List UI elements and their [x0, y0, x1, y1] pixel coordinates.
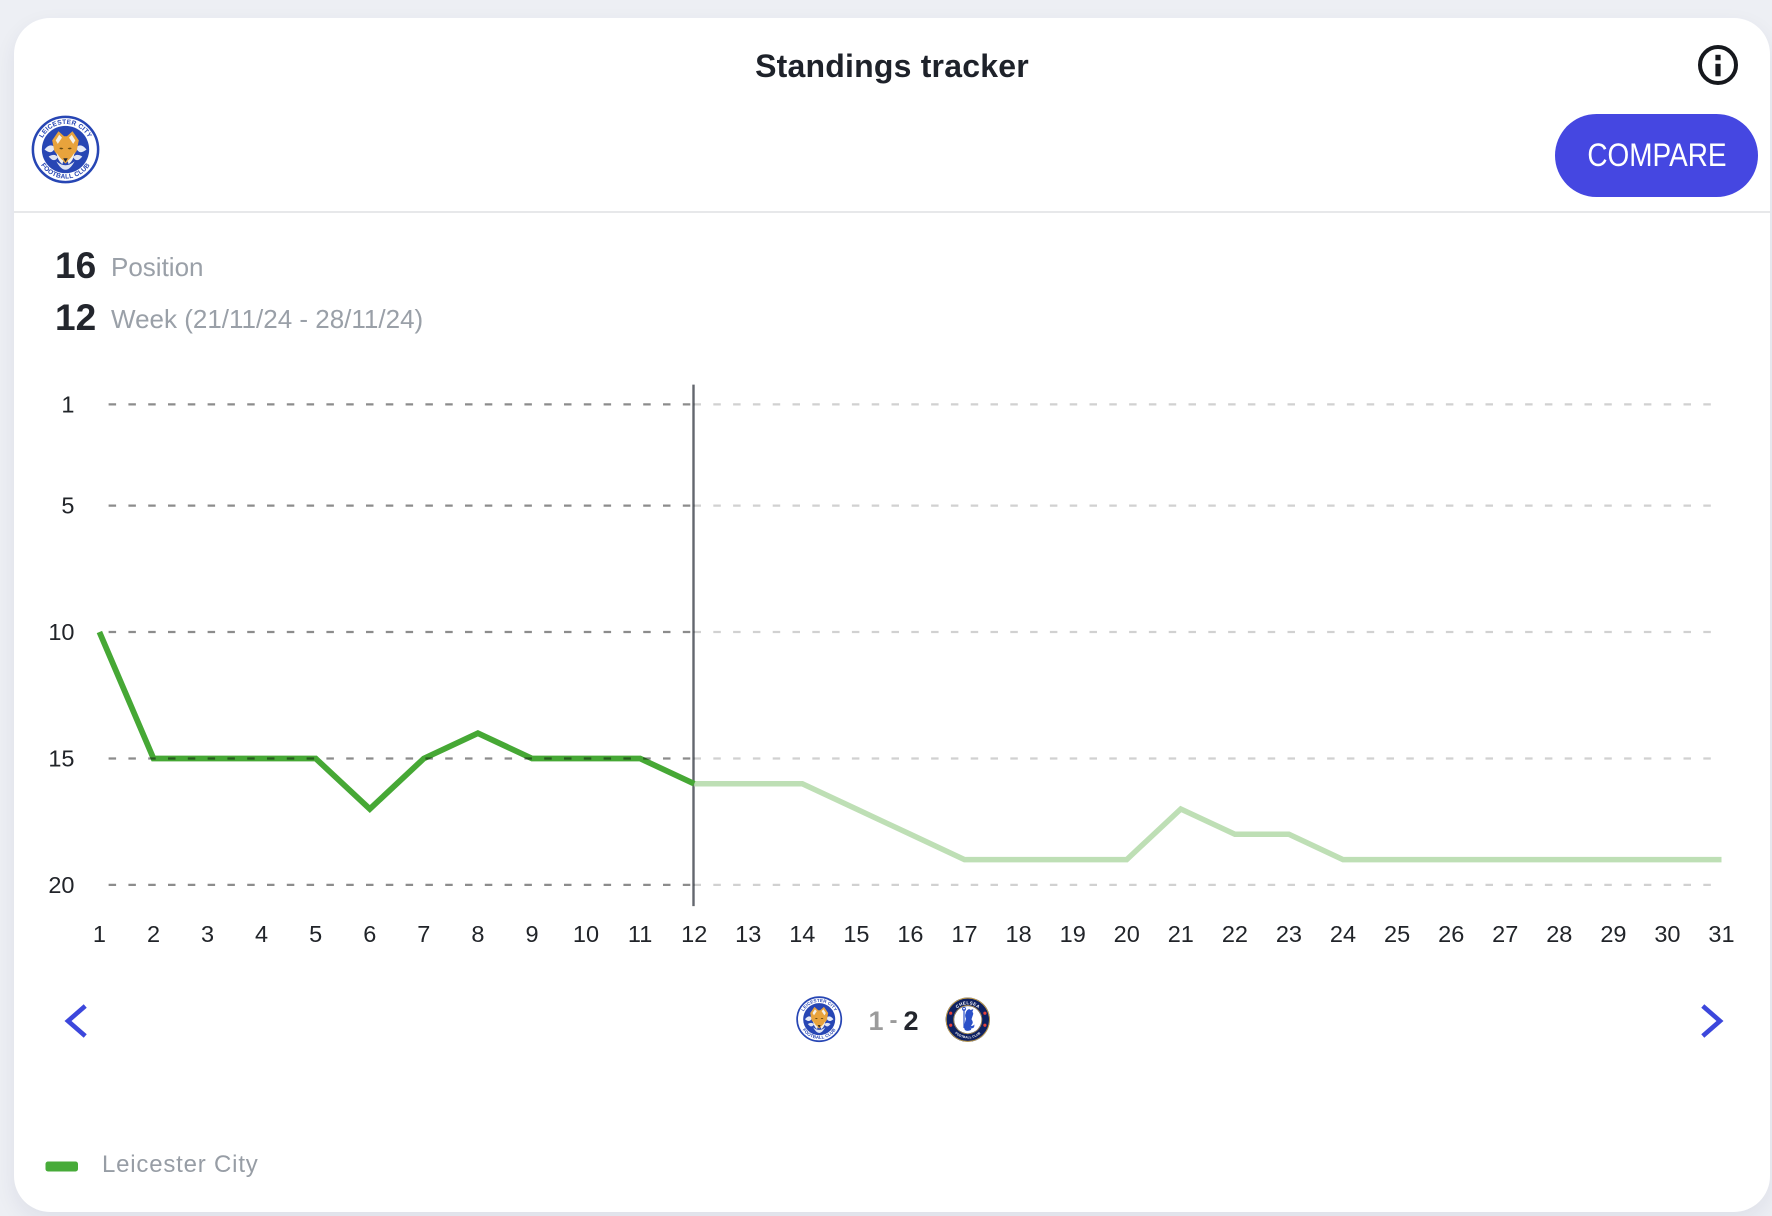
svg-text:27: 27: [1492, 921, 1518, 947]
svg-text:3: 3: [201, 921, 214, 947]
svg-text:1: 1: [93, 921, 106, 947]
svg-text:-: -: [890, 1007, 898, 1034]
svg-text:2: 2: [903, 1006, 918, 1036]
svg-text:20: 20: [1114, 921, 1140, 947]
svg-text:23: 23: [1276, 921, 1302, 947]
svg-text:15: 15: [48, 746, 74, 772]
svg-text:9: 9: [525, 921, 538, 947]
svg-text:8: 8: [471, 921, 484, 947]
svg-text:5: 5: [309, 921, 322, 947]
svg-text:25: 25: [1384, 921, 1410, 947]
svg-text:24: 24: [1330, 921, 1356, 947]
svg-text:11: 11: [628, 921, 652, 947]
svg-text:17: 17: [951, 921, 977, 947]
svg-text:15: 15: [843, 921, 869, 947]
svg-text:18: 18: [1006, 921, 1032, 947]
svg-text:4: 4: [255, 921, 268, 947]
svg-text:14: 14: [789, 921, 815, 947]
svg-text:10: 10: [573, 921, 599, 947]
svg-text:31: 31: [1708, 921, 1734, 947]
svg-text:26: 26: [1438, 921, 1464, 947]
svg-text:12: 12: [681, 921, 707, 947]
svg-text:21: 21: [1168, 921, 1194, 947]
svg-text:2: 2: [147, 921, 160, 947]
svg-text:13: 13: [735, 921, 761, 947]
svg-text:29: 29: [1600, 921, 1626, 947]
svg-text:6: 6: [363, 921, 376, 947]
svg-text:19: 19: [1060, 921, 1086, 947]
svg-text:16: 16: [897, 921, 923, 947]
svg-text:10: 10: [48, 619, 74, 645]
svg-text:5: 5: [61, 493, 74, 519]
svg-text:7: 7: [417, 921, 430, 947]
svg-text:30: 30: [1654, 921, 1680, 947]
svg-text:1: 1: [61, 391, 74, 417]
svg-text:1: 1: [868, 1006, 883, 1036]
svg-text:22: 22: [1222, 921, 1248, 947]
svg-text:28: 28: [1546, 921, 1572, 947]
svg-text:20: 20: [48, 872, 74, 898]
